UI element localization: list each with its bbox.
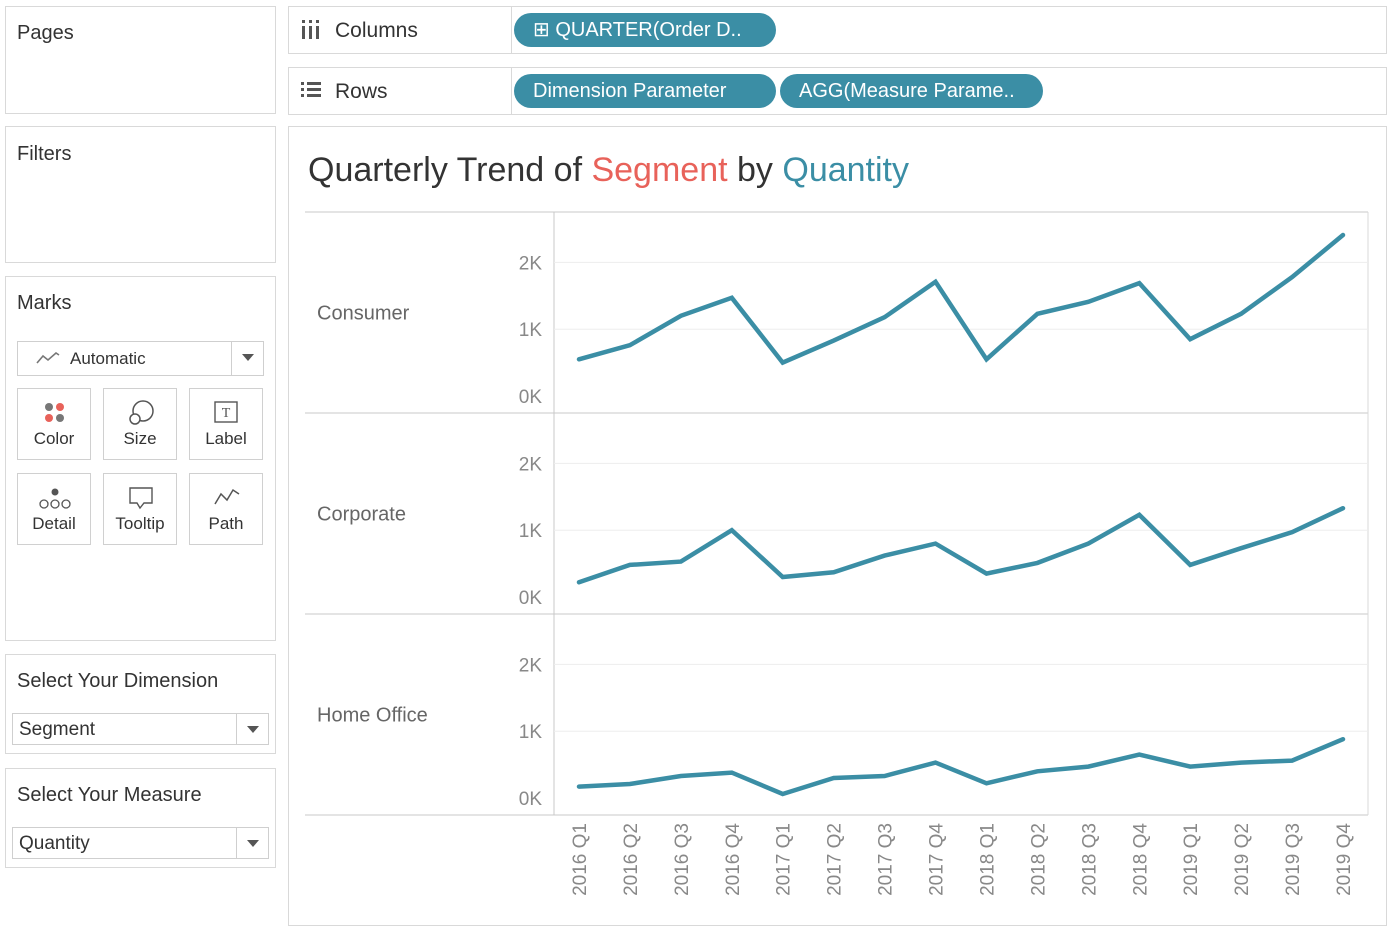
- detail-button[interactable]: Detail: [17, 473, 91, 545]
- series-line-corporate: [576, 505, 1346, 585]
- detail-button-label: Detail: [32, 514, 76, 533]
- detail-dots-icon: [18, 484, 90, 512]
- x-tick-label: 2019 Q2: [1232, 823, 1253, 896]
- chevron-down-icon[interactable]: [236, 714, 268, 744]
- y-tick-label: 0K: [519, 387, 543, 408]
- y-tick-label: 0K: [519, 588, 543, 609]
- measure-select-value: Quantity: [19, 833, 90, 854]
- dimension-parameter-pill[interactable]: Dimension Parameter: [514, 74, 776, 108]
- text-label-icon: T: [190, 399, 262, 427]
- chart-title-measure: Quantity: [782, 151, 909, 189]
- chevron-down-icon[interactable]: [236, 828, 268, 858]
- x-tick-label: 2018 Q4: [1130, 823, 1151, 896]
- x-tick-label: 2018 Q1: [977, 823, 998, 896]
- pages-card[interactable]: Pages: [5, 6, 276, 114]
- quarter-order-date-pill[interactable]: ⊞ QUARTER(Order D..: [514, 13, 776, 47]
- x-tick-label: 2017 Q1: [774, 823, 795, 896]
- x-tick-label: 2019 Q1: [1181, 823, 1202, 896]
- size-circles-icon: [104, 399, 176, 427]
- x-tick-label: 2018 Q3: [1079, 823, 1100, 896]
- tooltip-button[interactable]: Tooltip: [103, 473, 177, 545]
- row-header-home-office: Home Office: [317, 705, 428, 727]
- color-button-label: Color: [33, 429, 75, 448]
- dimension-select-value: Segment: [19, 719, 96, 740]
- chart-title-dimension: Segment: [591, 151, 728, 189]
- color-button[interactable]: Color: [17, 388, 91, 460]
- x-tick-label: 2017 Q4: [927, 823, 948, 896]
- label-button[interactable]: T Label: [189, 388, 263, 460]
- dimension-parameter-card: Select Your Dimension Segment: [5, 654, 276, 754]
- chart-title-prefix: Quarterly Trend of: [308, 151, 592, 189]
- y-tick-label: 2K: [519, 655, 543, 676]
- y-tick-label: 1K: [519, 722, 543, 743]
- x-tick-label: 2019 Q4: [1334, 823, 1355, 896]
- y-tick-label: 2K: [519, 253, 543, 274]
- marks-label: Marks: [17, 292, 72, 314]
- x-tick-label: 2018 Q2: [1028, 823, 1049, 896]
- mark-type-dropdown[interactable]: Automatic: [17, 341, 264, 376]
- dimension-select[interactable]: Segment: [12, 713, 269, 745]
- size-button-label: Size: [123, 429, 157, 448]
- color-dots-icon: [18, 399, 90, 427]
- tooltip-speech-icon: [104, 484, 176, 512]
- y-tick-label: 1K: [519, 521, 543, 542]
- columns-icon: [301, 18, 321, 45]
- filters-label: Filters: [17, 143, 72, 165]
- visualization-panel: Quarterly Trend of Segment by Quantity 0…: [288, 126, 1387, 926]
- chart-title-by: by: [727, 151, 783, 189]
- marks-card: Marks Automatic Color Size T Label Detai…: [5, 276, 276, 641]
- columns-shelf-header: Columns: [289, 7, 512, 53]
- x-tick-label: 2016 Q1: [570, 823, 591, 896]
- x-tick-label: 2016 Q2: [621, 823, 642, 896]
- series-line-consumer: [576, 232, 1346, 366]
- pages-label: Pages: [17, 22, 74, 44]
- path-button[interactable]: Path: [189, 473, 263, 545]
- chevron-down-icon[interactable]: [231, 342, 263, 375]
- rows-shelf: Rows Dimension Parameter AGG(Measure Par…: [288, 67, 1387, 115]
- chart-title: Quarterly Trend of Segment by Quantity: [308, 151, 909, 190]
- line-mark-icon: [36, 351, 60, 370]
- size-button[interactable]: Size: [103, 388, 177, 460]
- y-tick-label: 1K: [519, 320, 543, 341]
- row-header-corporate: Corporate: [317, 504, 406, 526]
- dimension-parameter-label: Select Your Dimension: [17, 670, 219, 692]
- x-tick-label: 2016 Q4: [723, 823, 744, 896]
- measure-parameter-card: Select Your Measure Quantity: [5, 768, 276, 868]
- x-tick-label: 2019 Q3: [1283, 823, 1304, 896]
- quarterly-trend-chart[interactable]: 0K 1K 2K Consumer 0K 1K 2K Corporate 0K 1K 2K Home …: [289, 127, 1387, 927]
- svg-text:T: T: [222, 406, 231, 421]
- y-tick-label: 0K: [519, 789, 543, 810]
- x-tick-label: 2017 Q3: [876, 823, 897, 896]
- label-button-label: Label: [205, 429, 247, 448]
- tooltip-button-label: Tooltip: [115, 514, 165, 533]
- y-tick-label: 2K: [519, 454, 543, 475]
- x-tick-label: 2016 Q3: [672, 823, 693, 896]
- x-tick-label: 2017 Q2: [825, 823, 846, 896]
- path-button-label: Path: [208, 514, 244, 533]
- measure-parameter-label: Select Your Measure: [17, 784, 202, 806]
- path-line-icon: [190, 484, 262, 512]
- rows-icon: [300, 81, 322, 104]
- row-header-consumer: Consumer: [317, 303, 410, 325]
- series-line-home-office: [576, 736, 1346, 797]
- columns-shelf-label: Columns: [335, 19, 418, 42]
- columns-shelf: Columns ⊞ QUARTER(Order D..: [288, 6, 1387, 54]
- measure-parameter-pill[interactable]: AGG(Measure Parame..: [780, 74, 1043, 108]
- rows-shelf-label: Rows: [335, 80, 388, 103]
- measure-select[interactable]: Quantity: [12, 827, 269, 859]
- rows-shelf-header: Rows: [289, 68, 512, 114]
- filters-card[interactable]: Filters: [5, 126, 276, 263]
- mark-type-value: Automatic: [70, 349, 146, 368]
